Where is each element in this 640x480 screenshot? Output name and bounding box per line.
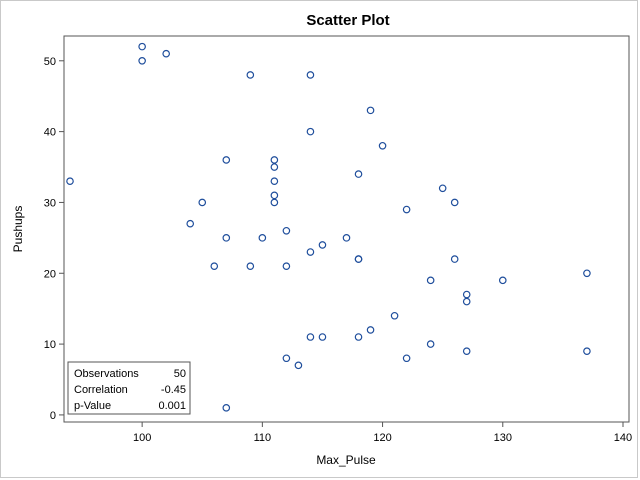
data-point [186, 219, 195, 228]
data-point [318, 333, 327, 341]
chart-title: Scatter Plot [306, 12, 389, 29]
data-point [583, 347, 591, 355]
data-point [498, 276, 507, 285]
data-point [390, 311, 399, 320]
data-point [66, 177, 74, 185]
data-point [306, 248, 315, 256]
data-point [294, 361, 303, 370]
data-point [438, 184, 447, 193]
stats-inset-box [67, 361, 191, 415]
data-point [354, 333, 363, 341]
data-point [462, 297, 471, 306]
data-point [450, 198, 459, 207]
data-point [450, 255, 459, 263]
y-tick-label: 0 [50, 410, 56, 422]
y-axis: 0 10 20 30 40 50 [44, 56, 64, 422]
data-point [270, 163, 279, 171]
y-tick-label: 50 [44, 56, 56, 68]
stats-value-correlation: -0.45 [161, 384, 186, 396]
x-tick-label: 130 [494, 432, 512, 444]
data-point [198, 198, 207, 207]
y-tick-label: 20 [44, 268, 56, 280]
data-point [282, 262, 291, 270]
data-point [306, 71, 315, 79]
y-tick-label: 30 [44, 197, 56, 209]
data-point [246, 262, 255, 270]
data-point [462, 290, 471, 299]
stats-label-pvalue: p-Value [74, 400, 111, 412]
stats-value-pvalue: 0.001 [158, 400, 186, 412]
data-point [282, 354, 291, 363]
data-point [210, 262, 219, 270]
x-tick-label: 140 [614, 432, 632, 444]
y-axis-label: Pushups [11, 206, 25, 253]
data-point [282, 226, 291, 235]
data-point [583, 269, 591, 278]
y-tick-label: 10 [44, 339, 56, 351]
data-points [66, 42, 591, 412]
data-point [246, 71, 255, 79]
stats-label-correlation: Correlation [74, 384, 128, 396]
x-axis: 100 110 120 130 140 [133, 422, 632, 444]
data-point [222, 156, 231, 164]
stats-inset: Observations 50 Correlation -0.45 p-Valu… [67, 361, 191, 415]
data-point [366, 326, 375, 334]
plot-area [63, 35, 630, 423]
data-point [270, 198, 279, 207]
data-point [402, 354, 411, 363]
data-point [354, 170, 363, 178]
stats-value-observations: 50 [174, 368, 186, 380]
data-point [270, 191, 279, 200]
data-point [306, 333, 315, 341]
data-point [162, 49, 170, 58]
stats-label-observations: Observations [74, 368, 139, 380]
data-point [402, 205, 411, 214]
data-point [342, 234, 351, 242]
data-point [366, 106, 375, 115]
data-point [306, 127, 315, 136]
data-point [426, 340, 435, 348]
data-point [270, 156, 279, 164]
data-point [138, 56, 146, 65]
data-point [378, 141, 387, 150]
x-tick-label: 120 [373, 432, 391, 444]
y-tick-label: 40 [44, 127, 56, 139]
data-point [258, 234, 267, 242]
data-point [318, 241, 327, 249]
data-point [354, 255, 363, 263]
data-point [270, 177, 279, 185]
data-point [222, 404, 231, 412]
x-tick-label: 110 [254, 432, 272, 444]
data-point [426, 276, 435, 285]
data-point [462, 347, 471, 355]
x-axis-label: Max_Pulse [316, 453, 376, 467]
data-point [222, 234, 231, 242]
data-point [138, 42, 146, 51]
x-tick-label: 100 [133, 432, 151, 444]
